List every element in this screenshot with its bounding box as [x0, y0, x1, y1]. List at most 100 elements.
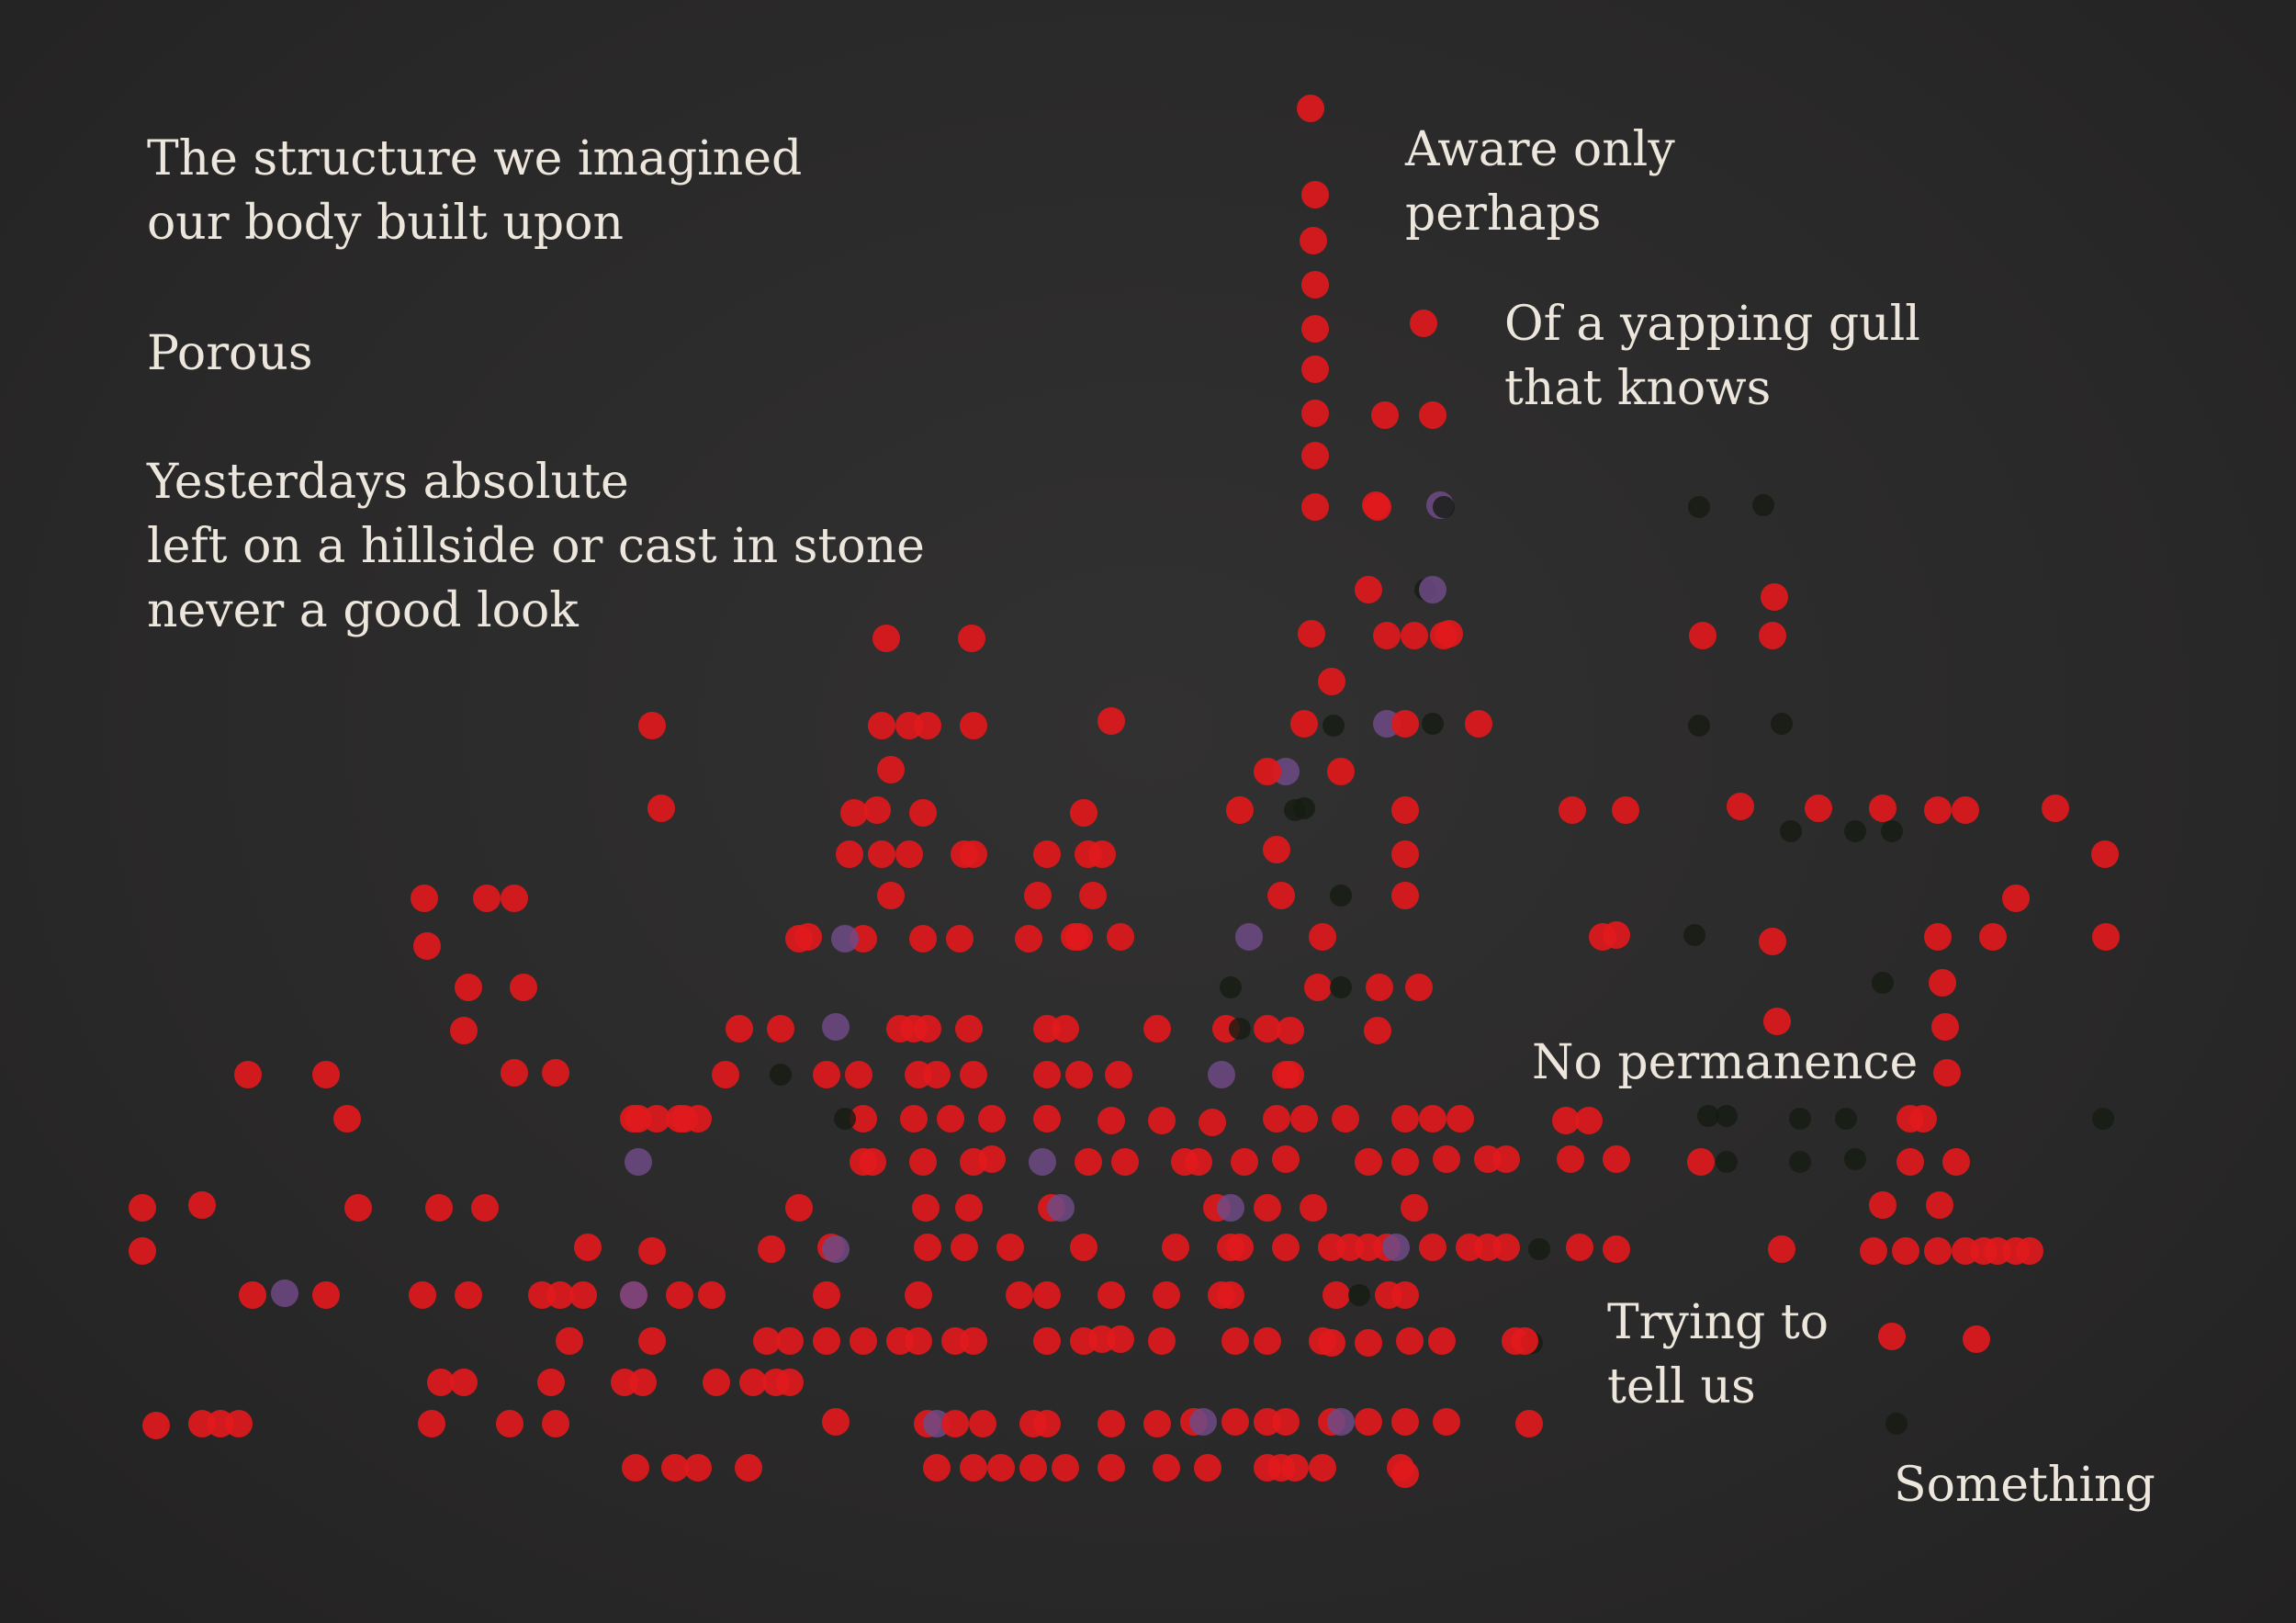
dot	[912, 1194, 940, 1222]
dot	[1391, 840, 1419, 868]
dot	[1405, 974, 1433, 1001]
dot	[1226, 796, 1254, 824]
poem-stanza-trying: Trying to tell us	[1607, 1291, 1829, 1419]
dot	[1024, 882, 1052, 909]
dot	[501, 885, 528, 912]
dot	[877, 882, 905, 909]
dot	[1763, 1008, 1791, 1035]
dot	[450, 1017, 478, 1044]
dot	[1566, 1234, 1593, 1261]
dot	[895, 840, 923, 868]
dot	[1688, 715, 1710, 737]
dot	[1330, 976, 1352, 998]
dot	[909, 799, 937, 827]
dot	[1290, 710, 1318, 738]
dot	[1391, 1460, 1419, 1488]
dot	[1301, 493, 1329, 521]
dot	[905, 1327, 932, 1355]
dot	[1033, 1061, 1061, 1088]
dot	[1942, 1148, 1970, 1176]
dot	[1272, 1408, 1300, 1436]
dot	[1872, 972, 1894, 994]
dot	[1492, 1234, 1520, 1261]
dot	[501, 1059, 528, 1087]
dot	[1433, 1145, 1460, 1173]
dot	[955, 1194, 983, 1222]
dot	[909, 925, 937, 952]
dot	[978, 1105, 1006, 1133]
dot	[1933, 1059, 1961, 1087]
dot	[1391, 1148, 1419, 1176]
dot	[234, 1061, 262, 1088]
dot	[1688, 496, 1710, 518]
dot	[1401, 622, 1428, 649]
dot	[455, 1281, 482, 1309]
dot	[638, 712, 666, 739]
dot	[129, 1237, 156, 1265]
dot	[1771, 713, 1793, 735]
dot	[239, 1281, 266, 1309]
dot	[1070, 1327, 1097, 1355]
dot	[1603, 1235, 1630, 1263]
dot	[546, 1281, 574, 1309]
dot	[1759, 622, 1786, 649]
dot	[1304, 974, 1332, 1001]
dot	[1716, 1151, 1738, 1173]
dot	[1869, 795, 1896, 822]
dot	[629, 1369, 657, 1396]
dot	[1382, 1234, 1410, 1261]
dot	[1929, 969, 1956, 997]
dot	[1208, 1281, 1235, 1309]
dot	[834, 1108, 856, 1130]
dot	[1281, 1454, 1309, 1482]
dot	[1419, 1105, 1446, 1133]
dot	[1033, 1281, 1061, 1309]
dot	[2016, 1237, 2043, 1265]
dot	[1327, 1408, 1355, 1436]
dot	[1391, 796, 1419, 824]
dot	[937, 1105, 964, 1133]
dot	[129, 1194, 156, 1222]
dot	[1162, 1234, 1189, 1261]
dot	[987, 1454, 1015, 1482]
dot	[840, 799, 868, 827]
dot	[1885, 1413, 1908, 1435]
poem-stanza-something: Something	[1894, 1453, 2155, 1517]
dot	[1301, 271, 1329, 299]
dot	[666, 1105, 693, 1133]
dot	[1070, 1234, 1097, 1261]
dot	[1575, 1107, 1603, 1134]
dot	[1924, 923, 1952, 951]
poem-line: our body built upon	[147, 196, 625, 251]
dot	[836, 840, 863, 868]
dot	[1552, 1107, 1580, 1134]
dot	[2042, 795, 2069, 822]
dot	[1322, 1281, 1350, 1309]
dot	[622, 1454, 649, 1482]
dot	[1097, 1454, 1125, 1482]
dot	[958, 625, 985, 652]
dot	[969, 1410, 996, 1437]
dot	[1612, 796, 1639, 824]
dot	[1143, 1410, 1171, 1437]
dot	[1097, 1281, 1125, 1309]
dot	[822, 1013, 850, 1041]
dot	[850, 1327, 877, 1355]
dot	[1235, 923, 1263, 951]
dot	[1006, 1281, 1033, 1309]
dot	[960, 1454, 987, 1482]
dot	[946, 925, 974, 952]
dot	[960, 712, 987, 739]
poem-stanza-aware: Aware only perhaps	[1405, 118, 1675, 246]
dot	[496, 1410, 523, 1437]
dot	[409, 1281, 436, 1309]
dot	[1683, 924, 1705, 946]
dot	[1391, 1105, 1419, 1133]
dot	[1433, 1408, 1460, 1436]
dot	[1926, 1191, 1953, 1219]
dot	[1033, 840, 1061, 868]
dot	[1422, 713, 1444, 735]
dot	[1052, 1015, 1079, 1043]
poem-line: Something	[1894, 1458, 2155, 1513]
